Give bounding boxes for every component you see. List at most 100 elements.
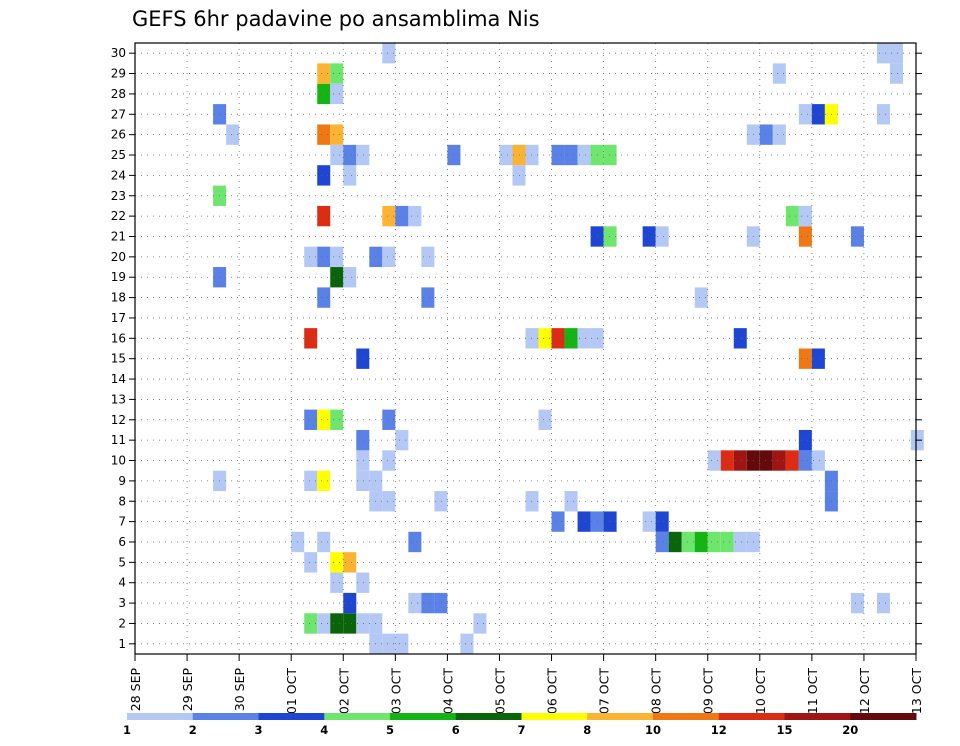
heat-cell [330, 572, 344, 593]
legend-label: 4 [320, 723, 328, 737]
y-tick-label: 10 [111, 454, 126, 468]
y-tick-label: 11 [111, 433, 126, 447]
heat-cell [382, 633, 396, 654]
legend-label: 12 [711, 723, 727, 737]
heat-cell [330, 63, 344, 84]
heat-cell [395, 633, 409, 654]
heat-cell [603, 511, 617, 532]
heat-cell [382, 205, 396, 227]
heat-cell [317, 613, 331, 634]
heat-cell [733, 328, 747, 349]
y-tick-label: 1 [118, 637, 126, 651]
heat-cell [304, 409, 318, 430]
y-axis: 1234567891011121314151617181920212223242… [111, 46, 922, 651]
heat-cell [304, 613, 318, 634]
legend-swatch [784, 713, 851, 720]
legend-label: 8 [583, 723, 591, 737]
heat-cell [642, 511, 656, 532]
heat-cell [343, 165, 357, 186]
x-tick-label: 29 SEP [180, 668, 195, 712]
y-tick-label: 6 [118, 535, 126, 549]
x-tick-label: 03 OCT [388, 668, 403, 714]
heat-cell [317, 287, 331, 308]
heat-cell [655, 531, 669, 553]
y-tick-label: 17 [111, 311, 126, 325]
heat-cell [811, 104, 825, 125]
heat-cell [538, 409, 552, 430]
heat-cell [733, 450, 747, 471]
x-axis: 28 SEP 29 SEP 30 SEP 01 OCT 02 OCT 03 OCT 04 O… [128, 654, 924, 714]
heat-cell [720, 531, 734, 553]
heat-cell [850, 226, 864, 247]
chart-title: GEFS 6hr padavine po ansamblima Nis [132, 7, 540, 31]
y-tick-label: 28 [111, 87, 126, 101]
heat-cell [356, 572, 370, 593]
heat-cell [382, 409, 396, 430]
heat-cell [512, 165, 526, 186]
legend-label: 3 [254, 723, 262, 737]
heat-cell [343, 613, 357, 634]
y-tick-label: 20 [111, 250, 126, 264]
heat-cell [577, 328, 591, 349]
legend-swatch [324, 713, 391, 720]
heat-cell [421, 592, 435, 614]
heat-cell [434, 491, 448, 512]
legend-swatch [192, 713, 259, 720]
x-tick-label: 11 OCT [805, 668, 820, 714]
heat-cell [343, 592, 357, 614]
heat-cell [798, 450, 812, 471]
legend-swatch [455, 713, 522, 720]
heat-cell [759, 124, 773, 145]
heat-cell [499, 144, 513, 166]
y-tick-label: 4 [118, 576, 126, 590]
heat-cell [304, 470, 318, 492]
y-tick-label: 18 [111, 291, 126, 305]
heat-cell [408, 531, 422, 553]
heat-cell [317, 165, 331, 186]
heat-cell [733, 531, 747, 553]
heat-cell [811, 348, 825, 369]
heat-cell [356, 450, 370, 471]
heat-cell [551, 144, 565, 166]
y-tick-label: 21 [111, 229, 126, 243]
y-tick-label: 22 [111, 209, 126, 223]
heat-cell [798, 205, 812, 227]
heat-cell [564, 144, 578, 166]
grid-layer [135, 43, 916, 654]
x-tick-label: 28 SEP [128, 668, 143, 712]
y-tick-label: 23 [111, 189, 126, 203]
heat-cell [317, 470, 331, 492]
heat-cell [330, 83, 344, 105]
y-tick-label: 30 [111, 46, 126, 60]
color-legend: 1 2 3 4 5 6 7 8 10 12 15 20 [123, 713, 917, 737]
heat-cell [798, 226, 812, 247]
heat-cell [798, 429, 812, 451]
heat-cell [421, 287, 435, 308]
x-tick-label: 07 OCT [597, 668, 612, 714]
cells-layer [213, 43, 924, 654]
heat-cell [330, 267, 344, 288]
heat-cell [785, 450, 799, 471]
x-tick-label: 13 OCT [909, 668, 924, 714]
y-tick-label: 24 [111, 168, 126, 182]
y-tick-label: 25 [111, 148, 126, 162]
legend-label: 6 [452, 723, 460, 737]
heat-cell [343, 144, 357, 166]
heat-cell [772, 63, 786, 84]
legend-swatch [587, 713, 654, 720]
legend-label: 1 [123, 723, 131, 737]
heat-cell [226, 124, 240, 145]
legend-label: 5 [386, 723, 394, 737]
heat-cell [356, 429, 370, 451]
heat-cell [564, 328, 578, 349]
legend-label: 15 [776, 723, 792, 737]
heat-cell [408, 205, 422, 227]
heat-cell [603, 226, 617, 247]
heat-cell [343, 552, 357, 573]
x-tick-label: 12 OCT [857, 668, 872, 714]
heat-cell [720, 450, 734, 471]
heat-cell [577, 144, 591, 166]
heat-cell [330, 409, 344, 430]
